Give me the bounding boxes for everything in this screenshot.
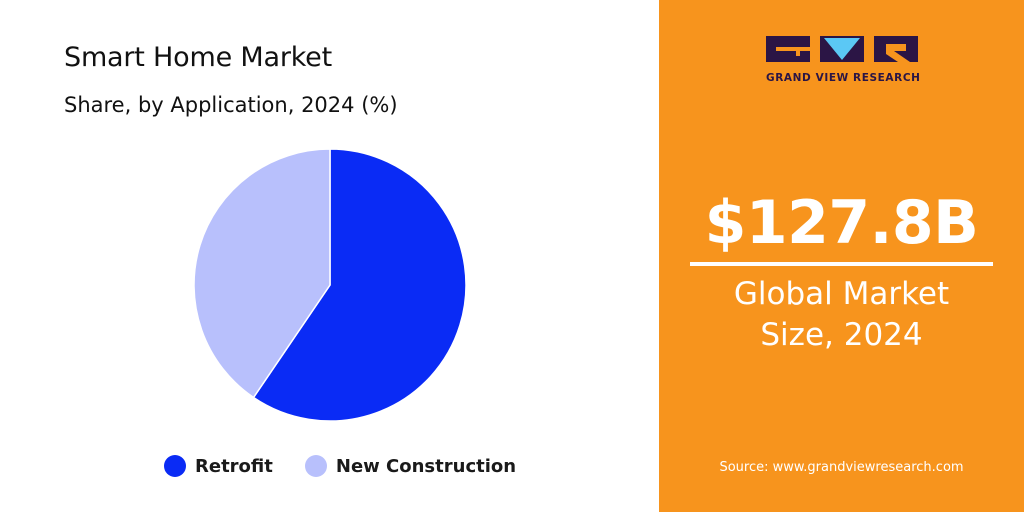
market-size-caption: Global Market Size, 2024 <box>659 274 1024 356</box>
divider-rule <box>690 262 993 266</box>
grand-view-research-logo: GRAND VIEW RESEARCH <box>766 36 921 84</box>
legend-item-retrofit: Retrofit <box>164 455 273 477</box>
pie-chart <box>193 148 467 422</box>
caption-line-2: Size, 2024 <box>760 317 923 353</box>
chart-subtitle: Share, by Application, 2024 (%) <box>64 93 398 117</box>
brand-name: GRAND VIEW RESEARCH <box>766 72 921 84</box>
legend-label-new-construction: New Construction <box>335 455 517 477</box>
caption-line-1: Global Market <box>733 276 950 312</box>
legend-item-new-construction: New Construction <box>304 455 517 477</box>
legend-label-retrofit: Retrofit <box>195 455 273 477</box>
pie-slice-retrofit <box>252 148 467 422</box>
gvr-logo-icon <box>766 36 918 62</box>
summary-panel <box>659 0 1024 512</box>
legend-swatch-retrofit <box>164 455 186 477</box>
source-note: Source: www.grandviewresearch.com <box>719 460 964 475</box>
legend-swatch-new-construction <box>304 455 327 477</box>
chart-title: Smart Home Market <box>64 42 332 73</box>
pie-slice-new-construction <box>193 148 331 399</box>
chart-legend: Retrofit New Construction <box>164 453 516 479</box>
chart-panel: Smart Home Market Share, by Application,… <box>64 42 517 479</box>
market-size-value: $127.8B <box>704 188 979 258</box>
